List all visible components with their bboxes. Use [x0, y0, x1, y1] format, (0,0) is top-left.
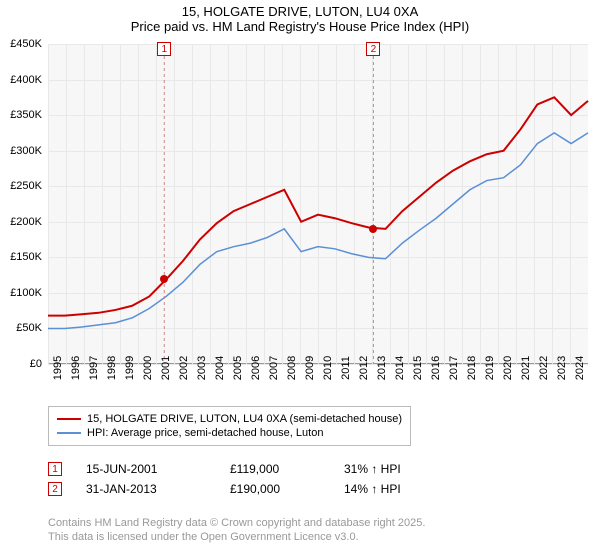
xtick-label: 2009 [304, 356, 316, 380]
xtick-label: 2023 [556, 356, 568, 380]
chart-container: 15, HOLGATE DRIVE, LUTON, LU4 0XA Price … [0, 0, 600, 560]
xtick-label: 2007 [268, 356, 280, 380]
xtick-label: 2005 [232, 356, 244, 380]
footer-line2: This data is licensed under the Open Gov… [48, 530, 425, 544]
sale-price: £190,000 [230, 482, 320, 496]
xtick-label: 2014 [394, 356, 406, 380]
xtick-label: 2021 [520, 356, 532, 380]
xtick-label: 1995 [52, 356, 64, 380]
ytick-label: £300K [10, 145, 42, 157]
xtick-label: 2015 [412, 356, 424, 380]
footer-attribution: Contains HM Land Registry data © Crown c… [48, 516, 425, 545]
sale-date: 31-JAN-2013 [86, 482, 206, 496]
sale-row: 1 15-JUN-2001 £119,000 31% ↑ HPI [48, 462, 464, 476]
xtick-label: 2004 [214, 356, 226, 380]
xtick-label: 2006 [250, 356, 262, 380]
sale-marker-box: 1 [157, 42, 171, 56]
xtick-label: 2011 [340, 356, 352, 380]
xtick-label: 2022 [538, 356, 550, 380]
xtick-label: 2010 [322, 356, 334, 380]
series-line [48, 97, 588, 315]
ytick-label: £250K [10, 180, 42, 192]
legend-item: HPI: Average price, semi-detached house,… [57, 427, 402, 439]
ytick-label: £350K [10, 109, 42, 121]
xtick-label: 2000 [142, 356, 154, 380]
xtick-label: 2017 [448, 356, 460, 380]
xtick-label: 2020 [502, 356, 514, 380]
sale-price: £119,000 [230, 462, 320, 476]
line-series-svg [48, 44, 588, 364]
title-subtitle: Price paid vs. HM Land Registry's House … [0, 19, 600, 34]
ytick-label: £0 [30, 358, 42, 370]
xtick-label: 2002 [178, 356, 190, 380]
chart-area: 12 £0£50K£100K£150K£200K£250K£300K£350K£… [48, 44, 588, 364]
xtick-label: 2012 [358, 356, 370, 380]
sale-date: 15-JUN-2001 [86, 462, 206, 476]
legend-label: HPI: Average price, semi-detached house,… [87, 427, 323, 439]
sale-index-box: 1 [48, 462, 62, 476]
legend-box: 15, HOLGATE DRIVE, LUTON, LU4 0XA (semi-… [48, 406, 411, 446]
sale-marker-box: 2 [366, 42, 380, 56]
ytick-label: £450K [10, 38, 42, 50]
xtick-label: 1998 [106, 356, 118, 380]
series-line [48, 133, 588, 329]
legend-item: 15, HOLGATE DRIVE, LUTON, LU4 0XA (semi-… [57, 413, 402, 425]
ytick-label: £150K [10, 251, 42, 263]
xtick-label: 2019 [484, 356, 496, 380]
xtick-label: 2003 [196, 356, 208, 380]
xtick-label: 2001 [160, 356, 172, 380]
sale-index-box: 2 [48, 482, 62, 496]
xtick-label: 1997 [88, 356, 100, 380]
title-address: 15, HOLGATE DRIVE, LUTON, LU4 0XA [0, 4, 600, 19]
sale-marker-point [160, 275, 168, 283]
sale-row: 2 31-JAN-2013 £190,000 14% ↑ HPI [48, 482, 464, 496]
ytick-label: £200K [10, 216, 42, 228]
xtick-label: 2024 [574, 356, 586, 380]
ytick-label: £100K [10, 287, 42, 299]
sale-hpi-delta: 31% ↑ HPI [344, 462, 464, 476]
sale-hpi-delta: 14% ↑ HPI [344, 482, 464, 496]
title-block: 15, HOLGATE DRIVE, LUTON, LU4 0XA Price … [0, 0, 600, 36]
legend-label: 15, HOLGATE DRIVE, LUTON, LU4 0XA (semi-… [87, 413, 402, 425]
legend-swatch [57, 418, 81, 420]
xtick-label: 2013 [376, 356, 388, 380]
xtick-label: 1999 [124, 356, 136, 380]
xtick-label: 2008 [286, 356, 298, 380]
ytick-label: £400K [10, 74, 42, 86]
legend-swatch [57, 432, 81, 434]
sales-table: 1 15-JUN-2001 £119,000 31% ↑ HPI 2 31-JAN-201… [48, 456, 464, 502]
xtick-label: 2016 [430, 356, 442, 380]
xtick-label: 1996 [70, 356, 82, 380]
sale-marker-point [369, 225, 377, 233]
footer-line1: Contains HM Land Registry data © Crown c… [48, 516, 425, 530]
ytick-label: £50K [16, 322, 42, 334]
xtick-label: 2018 [466, 356, 478, 380]
